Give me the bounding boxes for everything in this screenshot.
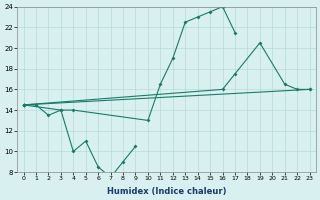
X-axis label: Humidex (Indice chaleur): Humidex (Indice chaleur) [107,187,226,196]
